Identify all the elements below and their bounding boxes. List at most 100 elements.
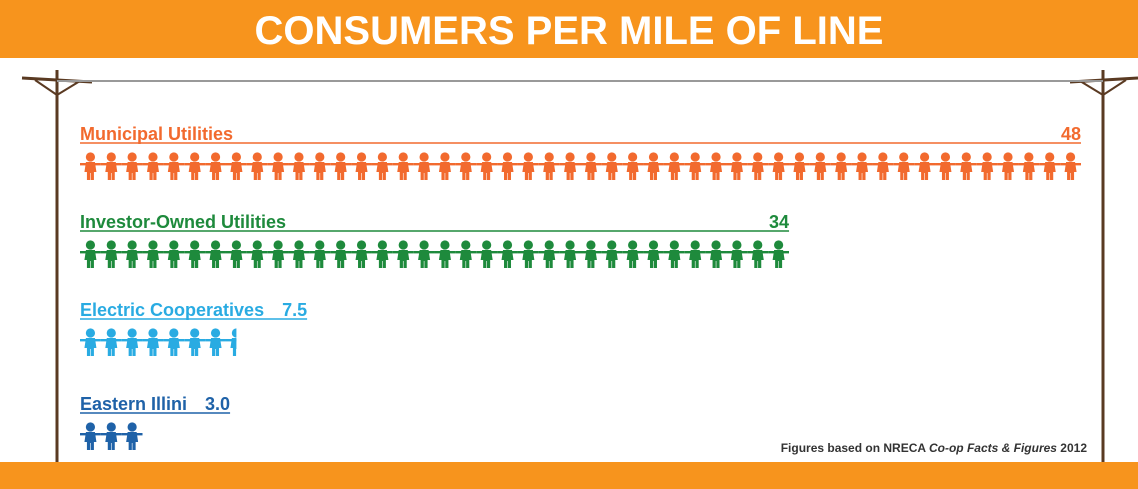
person-body [126,250,138,268]
person-head [86,422,95,431]
person-head [774,240,783,249]
person-body [564,250,576,268]
person-head [148,152,157,161]
person-head [274,152,283,161]
person-body [522,250,534,268]
person-body [105,432,117,450]
person-head [753,152,762,161]
category-label: Electric Cooperatives [80,300,264,320]
person-head [148,240,157,249]
person-head [232,240,241,249]
person-head [107,422,116,431]
person-head [628,152,637,161]
person-body [272,162,284,180]
category-label: Municipal Utilities [80,124,233,144]
person-head [983,152,992,161]
person-body [627,250,639,268]
person-head [545,240,554,249]
person-body [502,250,514,268]
person-head [253,152,262,161]
person-head [711,240,720,249]
person-body [293,162,305,180]
person-head [107,328,116,337]
person-head [190,152,199,161]
person-body [647,250,659,268]
person-head [461,152,470,161]
person-head [1024,152,1033,161]
person-head [837,152,846,161]
person-head [1045,152,1054,161]
value-label: 7.5 [282,300,307,320]
person-head [86,328,95,337]
person-body [335,162,347,180]
person-head [670,240,679,249]
person-head [169,328,178,337]
person-body [898,162,910,180]
person-head [232,328,241,337]
person-head [670,152,679,161]
person-head [962,152,971,161]
person-body [1044,162,1056,180]
person-head [128,422,137,431]
person-body [1065,162,1077,180]
person-body [585,162,597,180]
person-head [294,152,303,161]
person-head [274,240,283,249]
person-head [524,152,533,161]
person-body [84,250,96,268]
person-head [294,240,303,249]
person-body [856,162,868,180]
person-body [689,162,701,180]
person-body [606,250,618,268]
person-head [315,240,324,249]
person-head [482,240,491,249]
person-head [920,152,929,161]
person-body [230,250,242,268]
person-body [710,250,722,268]
chart-title: CONSUMERS PER MILE OF LINE [255,9,884,53]
person-head [941,152,950,161]
source-text: Co-op Facts & Figures [929,441,1057,455]
person-head [211,152,220,161]
value-label: 34 [769,212,789,232]
person-body [272,250,284,268]
person-head [211,240,220,249]
person-head [378,240,387,249]
person-body [189,250,201,268]
person-body [522,162,534,180]
person-body [126,432,138,450]
person-body [418,250,430,268]
person-body [439,250,451,268]
person-head [128,152,137,161]
person-body [668,162,680,180]
person-body [1023,162,1035,180]
person-head [169,240,178,249]
person-body [939,162,951,180]
person-head [857,152,866,161]
person-body [481,162,493,180]
person-body [397,162,409,180]
person-head [86,240,95,249]
person-head [419,240,428,249]
person-body [105,338,117,356]
person-head [232,152,241,161]
value-label: 48 [1061,124,1081,144]
pictograph-row [80,422,143,450]
person-head [482,152,491,161]
person-body [585,250,597,268]
person-body [710,162,722,180]
person-body [814,162,826,180]
person-body [314,250,326,268]
person-body [752,162,764,180]
person-head [1003,152,1012,161]
person-body [606,162,618,180]
person-head [357,152,366,161]
infographic: CONSUMERS PER MILE OF LINE Figures based… [0,0,1138,489]
person-body [251,162,263,180]
person-body [502,162,514,180]
person-head [148,328,157,337]
person-body [793,162,805,180]
person-head [753,240,762,249]
person-body [230,338,242,356]
person-body [126,162,138,180]
